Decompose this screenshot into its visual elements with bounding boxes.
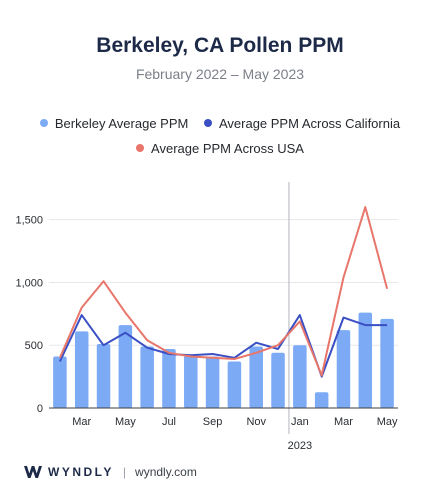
footer-url[interactable]: wyndly.com — [135, 465, 197, 479]
footer: WYNDLY | wyndly.com — [24, 462, 197, 482]
chart-subtitle: February 2022 – May 2023 — [135, 66, 305, 82]
chart-title: Berkeley, CA Pollen PPM — [96, 34, 344, 57]
legend-swatch-california — [203, 119, 212, 127]
california-series-line — [58, 314, 388, 378]
legend-swatch-berkeley — [39, 119, 48, 127]
legend-item-california[interactable]: Average PPM Across California — [203, 116, 401, 131]
bar — [162, 348, 176, 408]
legend-row-1: Berkeley Average PPM Average PPM Across … — [0, 116, 440, 131]
legend-swatch-usa — [136, 144, 145, 152]
x-tick-label: Jul — [162, 416, 176, 428]
footer-separator: | — [122, 465, 127, 479]
x-tick-label: Jan — [291, 416, 309, 428]
y-tick-label: 0 — [37, 403, 43, 415]
bar — [53, 356, 67, 408]
y-tick-label: 1,500 — [15, 215, 43, 227]
legend-label-usa: Average PPM Across USA — [151, 141, 304, 156]
x-tick-label: May — [377, 416, 398, 428]
bar — [358, 312, 373, 408]
x-tick-label: May — [115, 416, 136, 428]
bar — [380, 318, 394, 408]
bar — [96, 343, 111, 408]
footer-brand: WYNDLY — [48, 465, 114, 479]
bar — [205, 356, 220, 408]
bar — [293, 345, 307, 408]
x-tick-label: Nov — [246, 416, 266, 428]
year-label: 2023 — [288, 440, 312, 452]
legend-label-california: Average PPM Across California — [218, 116, 401, 131]
x-tick-label: Mar — [72, 416, 91, 428]
y-tick-label: 500 — [25, 340, 43, 352]
legend-label-berkeley: Berkeley Average PPM — [54, 116, 189, 131]
bar — [271, 352, 285, 408]
bar — [118, 325, 133, 408]
bar — [140, 346, 154, 408]
bar — [227, 361, 242, 408]
usa-series-line — [58, 206, 389, 377]
x-tick-label: Sep — [203, 416, 223, 428]
bar — [184, 355, 198, 408]
wyndly-logo-icon — [24, 466, 42, 478]
bar — [74, 331, 89, 408]
legend-item-usa[interactable]: Average PPM Across USA — [136, 141, 304, 156]
legend-item-berkeley[interactable]: Berkeley Average PPM — [39, 116, 189, 131]
legend-row-2: Average PPM Across USA — [0, 141, 440, 156]
y-tick-label: 1,000 — [15, 277, 43, 289]
bar — [314, 392, 329, 408]
x-tick-label: Mar — [334, 416, 353, 428]
bar — [336, 330, 351, 408]
bar — [249, 346, 263, 408]
